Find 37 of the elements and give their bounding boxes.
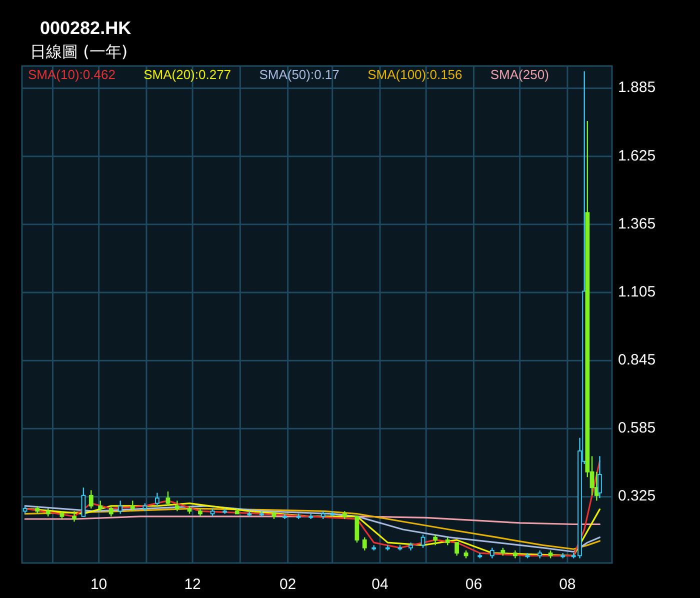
text: SMA(250): [490, 67, 549, 82]
x-tick-label: 06: [465, 576, 482, 593]
candlestick: [130, 500, 135, 512]
x-tick-label: 10: [90, 576, 108, 593]
text: SMA(10):0.462: [28, 67, 116, 82]
text: SMA(20):0.277: [144, 67, 232, 82]
text: SMA(50):0.17: [259, 67, 340, 82]
candlestick: [72, 510, 76, 522]
line-series: [24, 516, 601, 526]
candlestick: [155, 492, 160, 507]
y-tick-label: 1.625: [618, 147, 656, 164]
y-tick-label: 1.365: [618, 215, 656, 232]
y-tick-label: 0.325: [618, 488, 656, 505]
y-tick-label: 1.885: [618, 79, 656, 96]
candlestick: [108, 505, 114, 517]
candlestick: [88, 490, 94, 510]
chart-subtitle: 日線圖 (一年): [30, 42, 128, 61]
candlestick: [362, 536, 367, 552]
x-tick-label: 08: [559, 576, 576, 593]
y-tick-label: 0.845: [618, 352, 656, 369]
candlestick: [598, 456, 602, 499]
candlestick: [354, 516, 360, 544]
x-tick-label: 12: [184, 576, 201, 593]
candlestick: [98, 500, 103, 512]
candlestick: [433, 534, 438, 546]
y-tick-label: 1.105: [618, 283, 656, 300]
chart-title: 000282.HK: [40, 18, 132, 38]
text: SMA(100):0.156: [368, 67, 462, 82]
candlestick: [454, 542, 460, 556]
candlestick: [118, 500, 123, 514]
y-tick-label: 0.585: [618, 420, 656, 437]
x-tick-label: 02: [279, 576, 296, 593]
candlestick: [174, 500, 180, 512]
x-tick-label: 04: [372, 576, 388, 593]
candlestick: [166, 490, 170, 507]
candlestick: [490, 547, 494, 559]
candlestick: [81, 486, 86, 517]
